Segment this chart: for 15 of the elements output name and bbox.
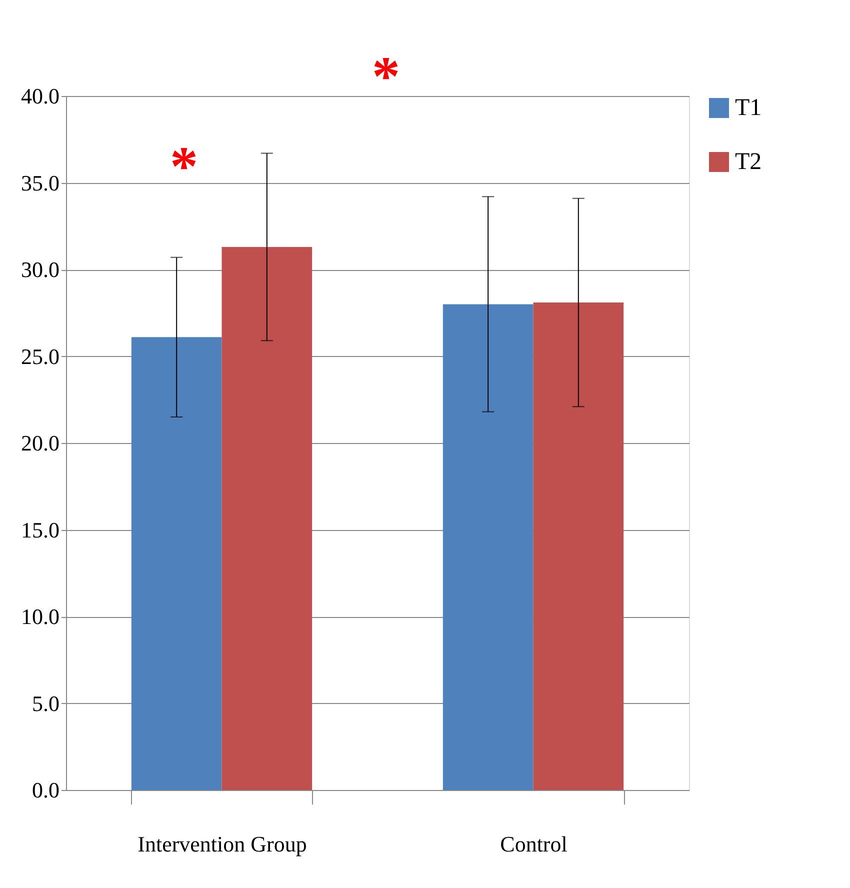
x-tick-label: Control [500,832,568,856]
y-tick-label: 30.0 [21,257,60,282]
annotation: * [372,46,400,108]
y-tick-label: 25.0 [21,344,60,369]
y-tick-label: 40.0 [21,84,60,108]
y-tick-label: 15.0 [21,517,60,542]
y-tick-label: 0.0 [32,778,60,802]
y-tick-label: 20.0 [21,430,60,456]
y-tick-label: 5.0 [32,690,60,716]
x-tick-label: Intervention Group [138,832,307,856]
y-tick-label: 10.0 [21,604,60,629]
legend-label: T2 [735,149,762,175]
annotation: * [170,136,198,198]
y-tick-label: 35.0 [21,170,60,196]
legend-label: T1 [735,95,762,121]
